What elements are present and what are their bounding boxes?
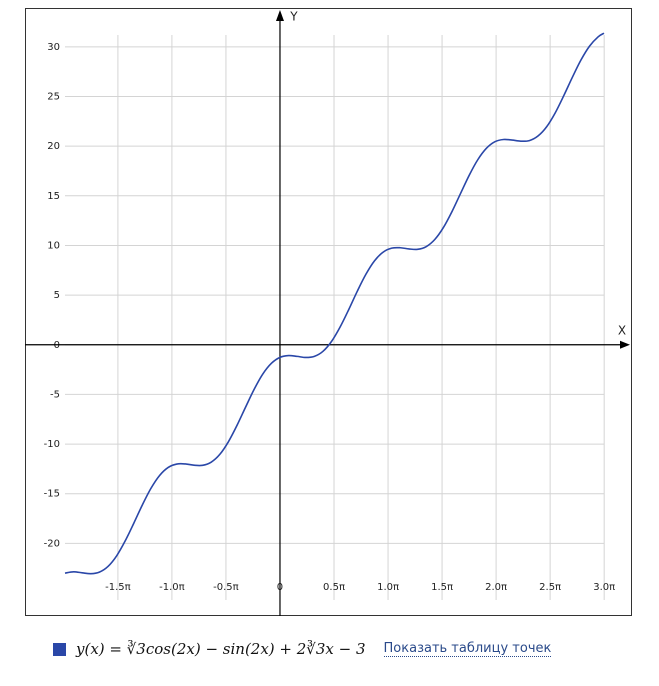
y-axis-label: Y (289, 10, 298, 24)
x-tick-label: 2.5π (539, 582, 561, 593)
x-tick-label: 3.0π (593, 582, 615, 593)
y-tick-label: -20 (44, 538, 60, 549)
legend-label: y(x) = ∛3cos(2x) − sin(2x) + 2∛3x − 3 (76, 640, 366, 658)
x-tick-label: -1.0π (159, 582, 185, 593)
data-line (64, 32, 605, 575)
y-tick-label: -10 (44, 439, 60, 450)
chart-frame (25, 8, 632, 616)
y-tick-label: 5 (54, 290, 60, 301)
y-tick-label: 20 (47, 141, 60, 152)
chart: -20-15-10-5051015202530-1.5π-1.0π-0.5π00… (25, 10, 630, 616)
x-tick-label: 0.5π (323, 582, 345, 593)
y-axis-arrow (275, 10, 284, 21)
x-tick-label: 1.5π (431, 582, 453, 593)
legend-swatch (53, 642, 66, 656)
y-tick-label: 30 (47, 42, 60, 53)
x-axis-label: X (618, 323, 626, 337)
y-tick-label: 15 (47, 191, 60, 202)
legend: y(x) = ∛3cos(2x) − sin(2x) + 2∛3x − 3 По… (53, 640, 552, 658)
y-tick-label: -15 (44, 489, 60, 500)
y-tick-label: -5 (50, 389, 60, 400)
x-tick-label: 1.0π (377, 582, 399, 593)
x-tick-label: -0.5π (213, 582, 239, 593)
x-axis-arrow (620, 340, 630, 349)
table-link[interactable]: Показать таблицу точек (383, 641, 552, 657)
x-tick-label: -1.5π (105, 582, 131, 593)
y-tick-label: 10 (47, 240, 60, 251)
x-tick-label: 2.0π (485, 582, 507, 593)
y-tick-label: 25 (47, 91, 60, 102)
